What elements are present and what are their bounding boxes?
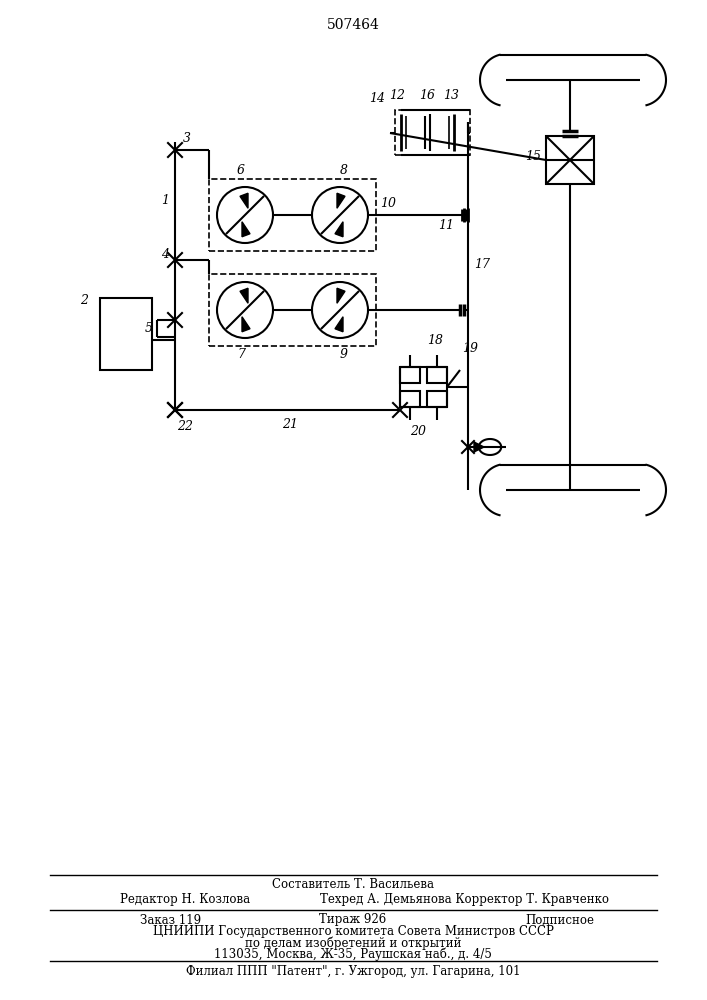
Text: 6: 6: [237, 164, 245, 177]
Bar: [209, 179, 376, 251]
Text: ЦНИИПИ Государственного комитета Совета Министров СССР: ЦНИИПИ Государственного комитета Совета …: [153, 926, 554, 938]
Text: 13: 13: [443, 89, 459, 102]
Text: 2: 2: [80, 294, 88, 306]
Text: 16: 16: [419, 89, 435, 102]
Text: 18: 18: [427, 334, 443, 347]
Bar: [395, 110, 470, 155]
Text: 10: 10: [380, 197, 396, 210]
Text: 507464: 507464: [327, 18, 380, 32]
Polygon shape: [474, 442, 484, 452]
Bar: [209, 274, 376, 346]
Text: 1: 1: [161, 194, 169, 207]
Text: 17: 17: [474, 258, 490, 271]
Text: 21: 21: [282, 418, 298, 431]
Bar: [427, 367, 447, 383]
Text: 9: 9: [340, 348, 348, 361]
Text: Заказ 119: Заказ 119: [140, 914, 201, 926]
Bar: [100, 298, 152, 370]
Text: 3: 3: [183, 132, 191, 145]
Text: 8: 8: [340, 164, 348, 177]
Bar: [546, 136, 594, 184]
Text: 19: 19: [462, 342, 478, 355]
Bar: [400, 391, 420, 407]
Text: 113035, Москва, Ж-35, Раушская наб., д. 4/5: 113035, Москва, Ж-35, Раушская наб., д. …: [214, 947, 492, 961]
Text: 14: 14: [369, 92, 385, 105]
Text: Редактор Н. Козлова: Редактор Н. Козлова: [120, 894, 250, 906]
Text: 15: 15: [525, 149, 541, 162]
Bar: [427, 391, 447, 407]
Polygon shape: [240, 288, 248, 303]
Polygon shape: [337, 193, 345, 208]
Text: 4: 4: [161, 248, 169, 261]
Text: 22: 22: [177, 420, 193, 433]
Polygon shape: [337, 288, 345, 303]
Polygon shape: [335, 222, 343, 237]
Text: 11: 11: [438, 219, 454, 232]
Text: 5: 5: [145, 322, 153, 334]
Text: Филиал ППП "Патент", г. Ужгород, ул. Гагарина, 101: Филиал ППП "Патент", г. Ужгород, ул. Гаг…: [186, 964, 520, 978]
Text: 7: 7: [237, 348, 245, 361]
Text: по делам изобретений и открытий: по делам изобретений и открытий: [245, 936, 461, 950]
Text: Подписное: Подписное: [525, 914, 595, 926]
Polygon shape: [242, 317, 250, 332]
Text: Техред А. Демьянова Корректор Т. Кравченко: Техред А. Демьянова Корректор Т. Кравчен…: [320, 894, 609, 906]
Polygon shape: [479, 439, 501, 455]
Bar: [400, 367, 420, 383]
Polygon shape: [335, 317, 343, 332]
Polygon shape: [242, 222, 250, 237]
Text: 20: 20: [410, 425, 426, 438]
Text: 12: 12: [389, 89, 405, 102]
Text: Тираж 926: Тираж 926: [320, 914, 387, 926]
Text: Составитель Т. Васильева: Составитель Т. Васильева: [272, 879, 434, 892]
Polygon shape: [240, 193, 248, 208]
